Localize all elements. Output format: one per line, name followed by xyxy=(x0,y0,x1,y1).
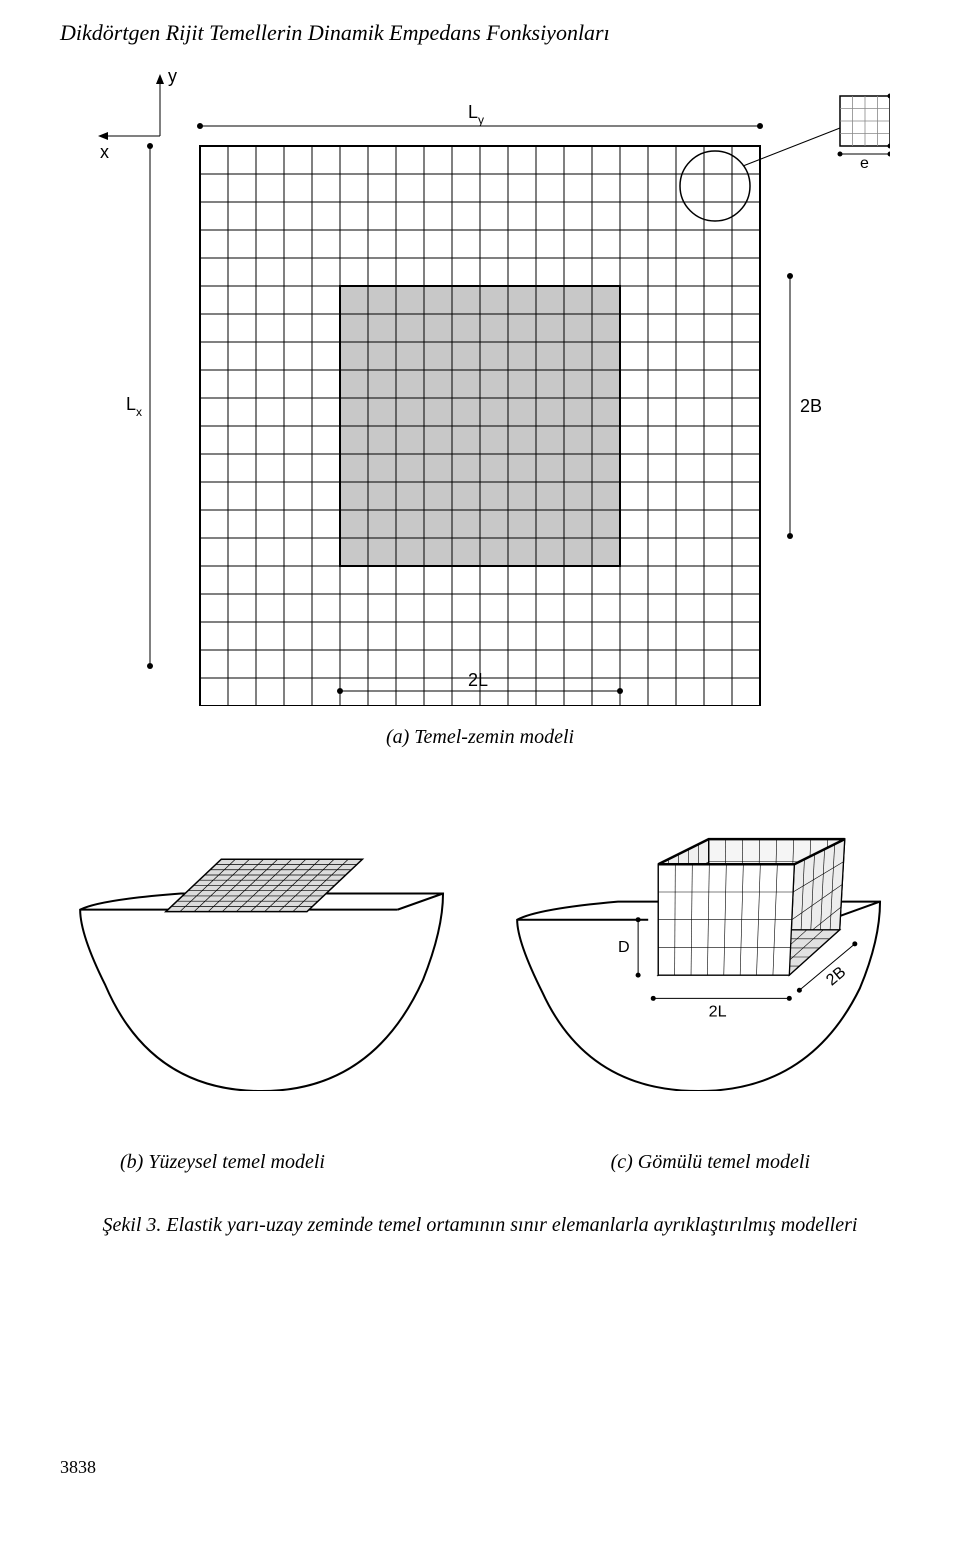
svg-text:2B: 2B xyxy=(800,396,822,416)
svg-text:2L: 2L xyxy=(468,670,488,690)
svg-text:x: x xyxy=(136,405,142,419)
svg-text:e: e xyxy=(860,155,869,172)
figure-c: D 2L 2B xyxy=(497,829,900,1091)
caption-c: (c) Gömülü temel modeli xyxy=(611,1151,900,1174)
figure-b xyxy=(60,829,463,1091)
page-number: 3838 xyxy=(60,1457,900,1478)
figures-bc-row: D 2L 2B xyxy=(60,829,900,1091)
figure-3-caption: Şekil 3. Elastik yarı-uzay zeminde temel… xyxy=(60,1214,900,1237)
page-title: Dikdörtgen Rijit Temellerin Dinamik Empe… xyxy=(60,20,900,46)
svg-text:L: L xyxy=(126,394,136,414)
caption-bc-row: (b) Yüzeysel temel modeli (c) Gömülü tem… xyxy=(60,1151,900,1174)
svg-text:y: y xyxy=(478,113,484,127)
svg-text:2B: 2B xyxy=(822,963,849,989)
figure-a: y x L y L x 2B 2L e e xyxy=(70,66,890,706)
svg-text:L: L xyxy=(468,102,478,122)
svg-text:D: D xyxy=(618,938,630,956)
svg-text:x: x xyxy=(100,142,109,162)
svg-text:y: y xyxy=(168,66,177,86)
svg-text:2L: 2L xyxy=(708,1002,726,1020)
caption-b: (b) Yüzeysel temel modeli xyxy=(60,1151,325,1174)
caption-a: (a) Temel-zemin modeli xyxy=(60,726,900,749)
